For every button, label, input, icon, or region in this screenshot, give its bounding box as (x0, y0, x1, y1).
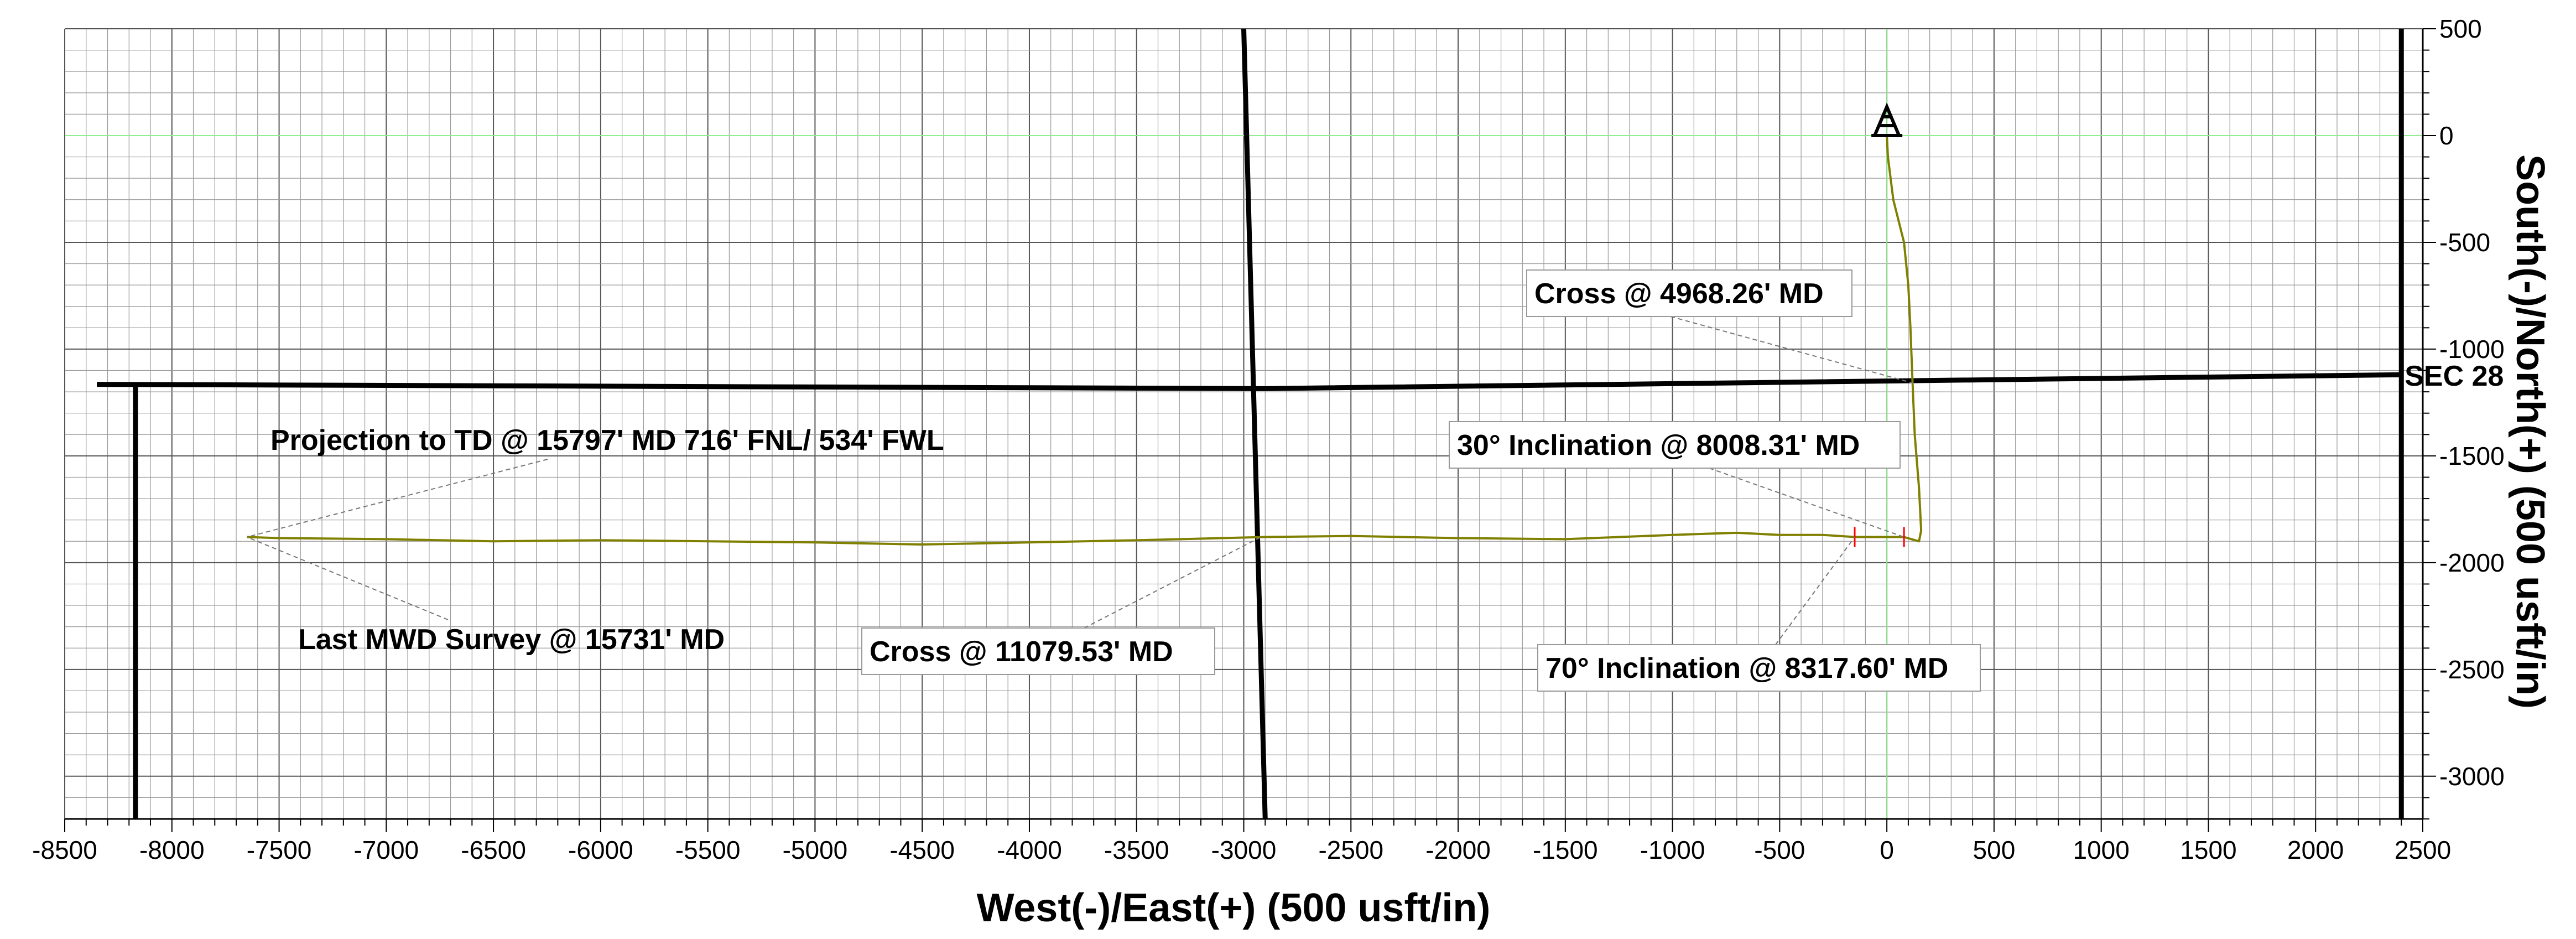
x-tick-label: -1000 (1640, 836, 1705, 864)
annotations: Cross @ 4968.26' MD 30° Inclination @ 800… (270, 269, 1981, 692)
annotation-leader (247, 536, 449, 620)
annotation-text: 70° Inclination @ 8317.60' MD (1545, 652, 1948, 684)
x-tick-label: -3000 (1211, 836, 1277, 864)
x-tick-label: 2500 (2395, 836, 2451, 864)
annotation-box (1449, 421, 1901, 469)
annotation-label: 30° Inclination @ 8008.31' MD (1449, 421, 1901, 469)
y-tick-label: 500 (2439, 14, 2482, 43)
annotation-text: 30° Inclination @ 8008.31' MD (1457, 429, 1860, 461)
x-tick-label: -3500 (1104, 836, 1169, 864)
x-tick-label: -7500 (247, 836, 312, 864)
section-label: SEC 28 (2405, 360, 2504, 392)
x-tick-labels: -8500 -8000 -7500 -7000 -6500 -6000 -5500 -5000… (32, 836, 2451, 864)
x-tick-label: 0 (1880, 836, 1894, 864)
annotation-label: Cross @ 4968.26' MD (1526, 269, 1852, 317)
x-tick-label: -2000 (1425, 836, 1491, 864)
rig-symbol-icon (1871, 102, 1903, 137)
annotation-leaders (247, 316, 1914, 645)
annotation-leader (247, 459, 548, 538)
y-tick-label: 0 (2439, 121, 2454, 150)
annotation-label: Projection to TD @ 15797' MD 716' FNL/ 5… (270, 424, 944, 456)
x-tick-label: -5500 (675, 836, 741, 864)
annotation-text: Projection to TD @ 15797' MD 716' FNL/ 5… (270, 424, 944, 456)
x-tick-label: -6500 (461, 836, 526, 864)
x-tick-label: 2000 (2287, 836, 2344, 864)
x-tick-label: -2500 (1318, 836, 1383, 864)
y-tick-label: -1000 (2439, 335, 2505, 364)
annotation-box (1526, 269, 1852, 317)
section-lines (97, 28, 2404, 819)
annotation-leader (1670, 316, 1914, 384)
annotation-box (861, 627, 1215, 675)
x-tick-label: -6000 (568, 836, 633, 864)
x-tick-label: -8500 (32, 836, 97, 864)
y-tick-label: -2500 (2439, 655, 2505, 684)
grid (64, 28, 2423, 819)
annotation-text: Cross @ 11079.53' MD (870, 636, 1173, 668)
annotation-box (1537, 644, 1981, 692)
annotation-text: Cross @ 4968.26' MD (1534, 278, 1824, 310)
axes (64, 28, 2436, 832)
y-tick-label: -2000 (2439, 548, 2505, 577)
annotation-leader (1084, 536, 1261, 629)
x-tick-label: 1500 (2180, 836, 2236, 864)
annotation-label: Cross @ 11079.53' MD (861, 627, 1215, 675)
annotation-text: Last MWD Survey @ 15731' MD (298, 624, 725, 656)
wellbore-trajectory (247, 102, 1923, 547)
annotation-leader (1709, 468, 1904, 538)
x-tick-label: 500 (1973, 836, 2016, 864)
y-tick-label: -1500 (2439, 442, 2505, 470)
x-tick-label: -500 (1754, 836, 1805, 864)
x-tick-label: 1000 (2073, 836, 2130, 864)
section-line (97, 372, 2402, 391)
section-line (1241, 28, 1268, 819)
x-tick-label: -5000 (783, 836, 848, 864)
y-tick-label: -500 (2439, 228, 2490, 257)
y-tick-labels: 500 0 -500 -1000 -1500 -2000 -2500 -3000 (2439, 14, 2505, 791)
x-axis-title: West(-)/East(+) (500 usft/in) (977, 886, 1491, 930)
x-tick-label: -4000 (997, 836, 1062, 864)
annotation-label: 70° Inclination @ 8317.60' MD (1537, 644, 1981, 692)
x-tick-label: -1500 (1533, 836, 1598, 864)
y-axis-title: South(-)/North(+) (500 usft/in) (2508, 154, 2552, 709)
annotation-label: Last MWD Survey @ 15731' MD (298, 624, 725, 656)
x-tick-label: -8000 (139, 836, 205, 864)
y-tick-label: -3000 (2439, 762, 2505, 791)
annotation-leader (1775, 536, 1855, 645)
x-tick-label: -7000 (353, 836, 419, 864)
wellbore-line (247, 135, 1923, 546)
x-tick-label: -4500 (889, 836, 955, 864)
